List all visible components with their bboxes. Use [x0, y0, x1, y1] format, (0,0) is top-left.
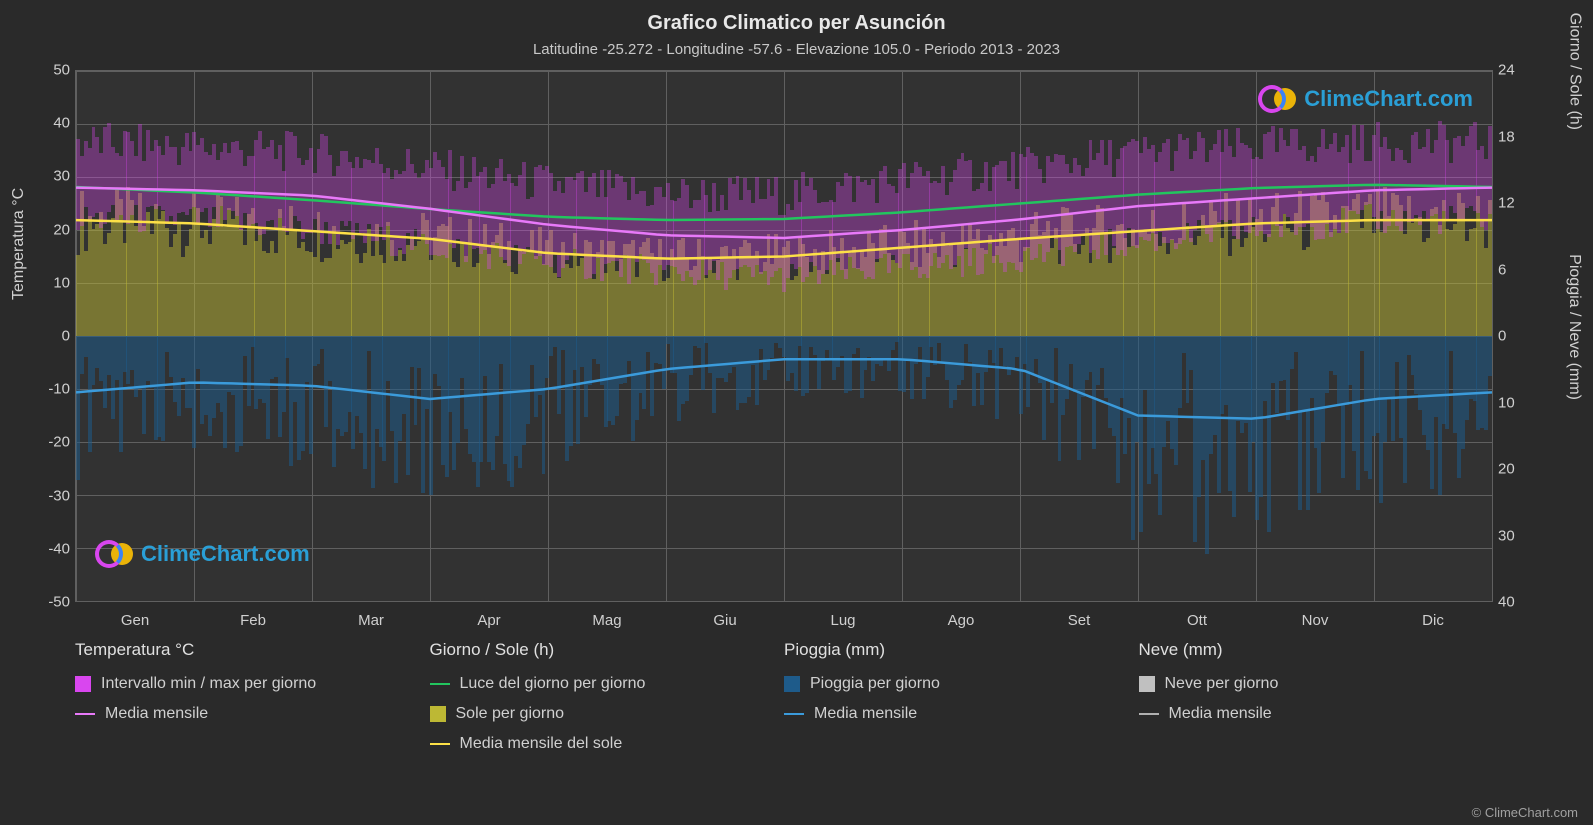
ytick-right: 0: [1498, 328, 1523, 345]
ytick-left: -30: [40, 487, 70, 504]
line-layer: [76, 71, 1492, 601]
xtick: Ott: [1187, 612, 1207, 629]
chart-subtitle: Latitudine -25.272 - Longitudine -57.6 -…: [0, 35, 1593, 58]
legend-label: Media mensile: [105, 705, 208, 723]
legend-item: Media mensile: [75, 705, 430, 723]
xtick: Giu: [713, 612, 736, 629]
legend-group: Giorno / Sole (h) Luce del giorno per gio…: [430, 640, 785, 765]
legend-item: Media mensile del sole: [430, 735, 785, 753]
ytick-left: 50: [40, 62, 70, 79]
legend-label: Intervallo min / max per giorno: [101, 675, 316, 693]
legend-label: Media mensile: [814, 705, 917, 723]
ytick-right: 6: [1498, 261, 1523, 278]
legend-swatch: [784, 676, 800, 692]
xtick: Dic: [1422, 612, 1444, 629]
chart-title: Grafico Climatico per Asunción: [0, 0, 1593, 35]
y-axis-right-bottom-label: Pioggia / Neve (mm): [1565, 254, 1583, 400]
legend-item: Sole per giorno: [430, 705, 785, 723]
legend-swatch: [1139, 713, 1159, 715]
legend-label: Media mensile del sole: [460, 735, 623, 753]
ytick-left: 10: [40, 274, 70, 291]
watermark-text: ClimeChart.com: [1304, 86, 1473, 112]
ytick-left: 20: [40, 221, 70, 238]
legend-swatch: [75, 713, 95, 715]
ytick-left: 40: [40, 115, 70, 132]
legend-label: Sole per giorno: [456, 705, 565, 723]
legend-swatch: [784, 713, 804, 715]
xtick: Set: [1068, 612, 1091, 629]
legend-group: Temperatura °C Intervallo min / max per g…: [75, 640, 430, 765]
ytick-right: 10: [1498, 394, 1523, 411]
ytick-right: 18: [1498, 128, 1523, 145]
ytick-right: 24: [1498, 62, 1523, 79]
climechart-logo-icon: [1258, 85, 1296, 113]
climate-chart: Grafico Climatico per Asunción Latitudin…: [0, 0, 1593, 825]
plot-area: GenFebMarAprMagGiuLugAgoSetOttNovDic: [75, 70, 1493, 602]
ytick-right: 40: [1498, 594, 1523, 611]
ytick-left: 0: [40, 328, 70, 345]
legend-item: Neve per giorno: [1139, 675, 1494, 693]
xtick: Gen: [121, 612, 149, 629]
legend-swatch: [430, 743, 450, 745]
y-axis-right-top-label: Giorno / Sole (h): [1565, 13, 1583, 130]
legend-label: Neve per giorno: [1165, 675, 1279, 693]
xtick: Feb: [240, 612, 266, 629]
legend-group: Pioggia (mm) Pioggia per giorno Media mens…: [784, 640, 1139, 765]
legend-label: Luce del giorno per giorno: [460, 675, 646, 693]
watermark-text: ClimeChart.com: [141, 541, 310, 567]
ytick-right: 30: [1498, 527, 1523, 544]
climechart-logo-icon: [95, 540, 133, 568]
y-axis-left-label: Temperatura °C: [10, 188, 28, 300]
xtick: Ago: [948, 612, 975, 629]
legend-group-title: Neve (mm): [1139, 640, 1494, 660]
legend-group-title: Pioggia (mm): [784, 640, 1139, 660]
legend-swatch: [430, 706, 446, 722]
ytick-right: 12: [1498, 195, 1523, 212]
legend-label: Pioggia per giorno: [810, 675, 940, 693]
xtick: Nov: [1302, 612, 1329, 629]
legend-swatch: [1139, 676, 1155, 692]
xtick: Mag: [592, 612, 621, 629]
legend-label: Media mensile: [1169, 705, 1272, 723]
legend-item: Intervallo min / max per giorno: [75, 675, 430, 693]
legend-group-title: Temperatura °C: [75, 640, 430, 660]
watermark: ClimeChart.com: [1258, 85, 1473, 113]
ytick-left: -50: [40, 594, 70, 611]
ytick-right: 20: [1498, 461, 1523, 478]
xtick: Mar: [358, 612, 384, 629]
ytick-left: -10: [40, 381, 70, 398]
legend-item: Media mensile: [784, 705, 1139, 723]
legend-swatch: [430, 683, 450, 685]
xtick: Apr: [477, 612, 500, 629]
legend-group: Neve (mm) Neve per giorno Media mensile: [1139, 640, 1494, 765]
watermark: ClimeChart.com: [95, 540, 310, 568]
legend: Temperatura °C Intervallo min / max per g…: [75, 640, 1493, 765]
xtick: Lug: [830, 612, 855, 629]
ytick-left: 30: [40, 168, 70, 185]
legend-group-title: Giorno / Sole (h): [430, 640, 785, 660]
legend-item: Pioggia per giorno: [784, 675, 1139, 693]
legend-swatch: [75, 676, 91, 692]
legend-item: Media mensile: [1139, 705, 1494, 723]
ytick-left: -40: [40, 540, 70, 557]
ytick-left: -20: [40, 434, 70, 451]
copyright-text: © ClimeChart.com: [1472, 805, 1578, 820]
legend-item: Luce del giorno per giorno: [430, 675, 785, 693]
